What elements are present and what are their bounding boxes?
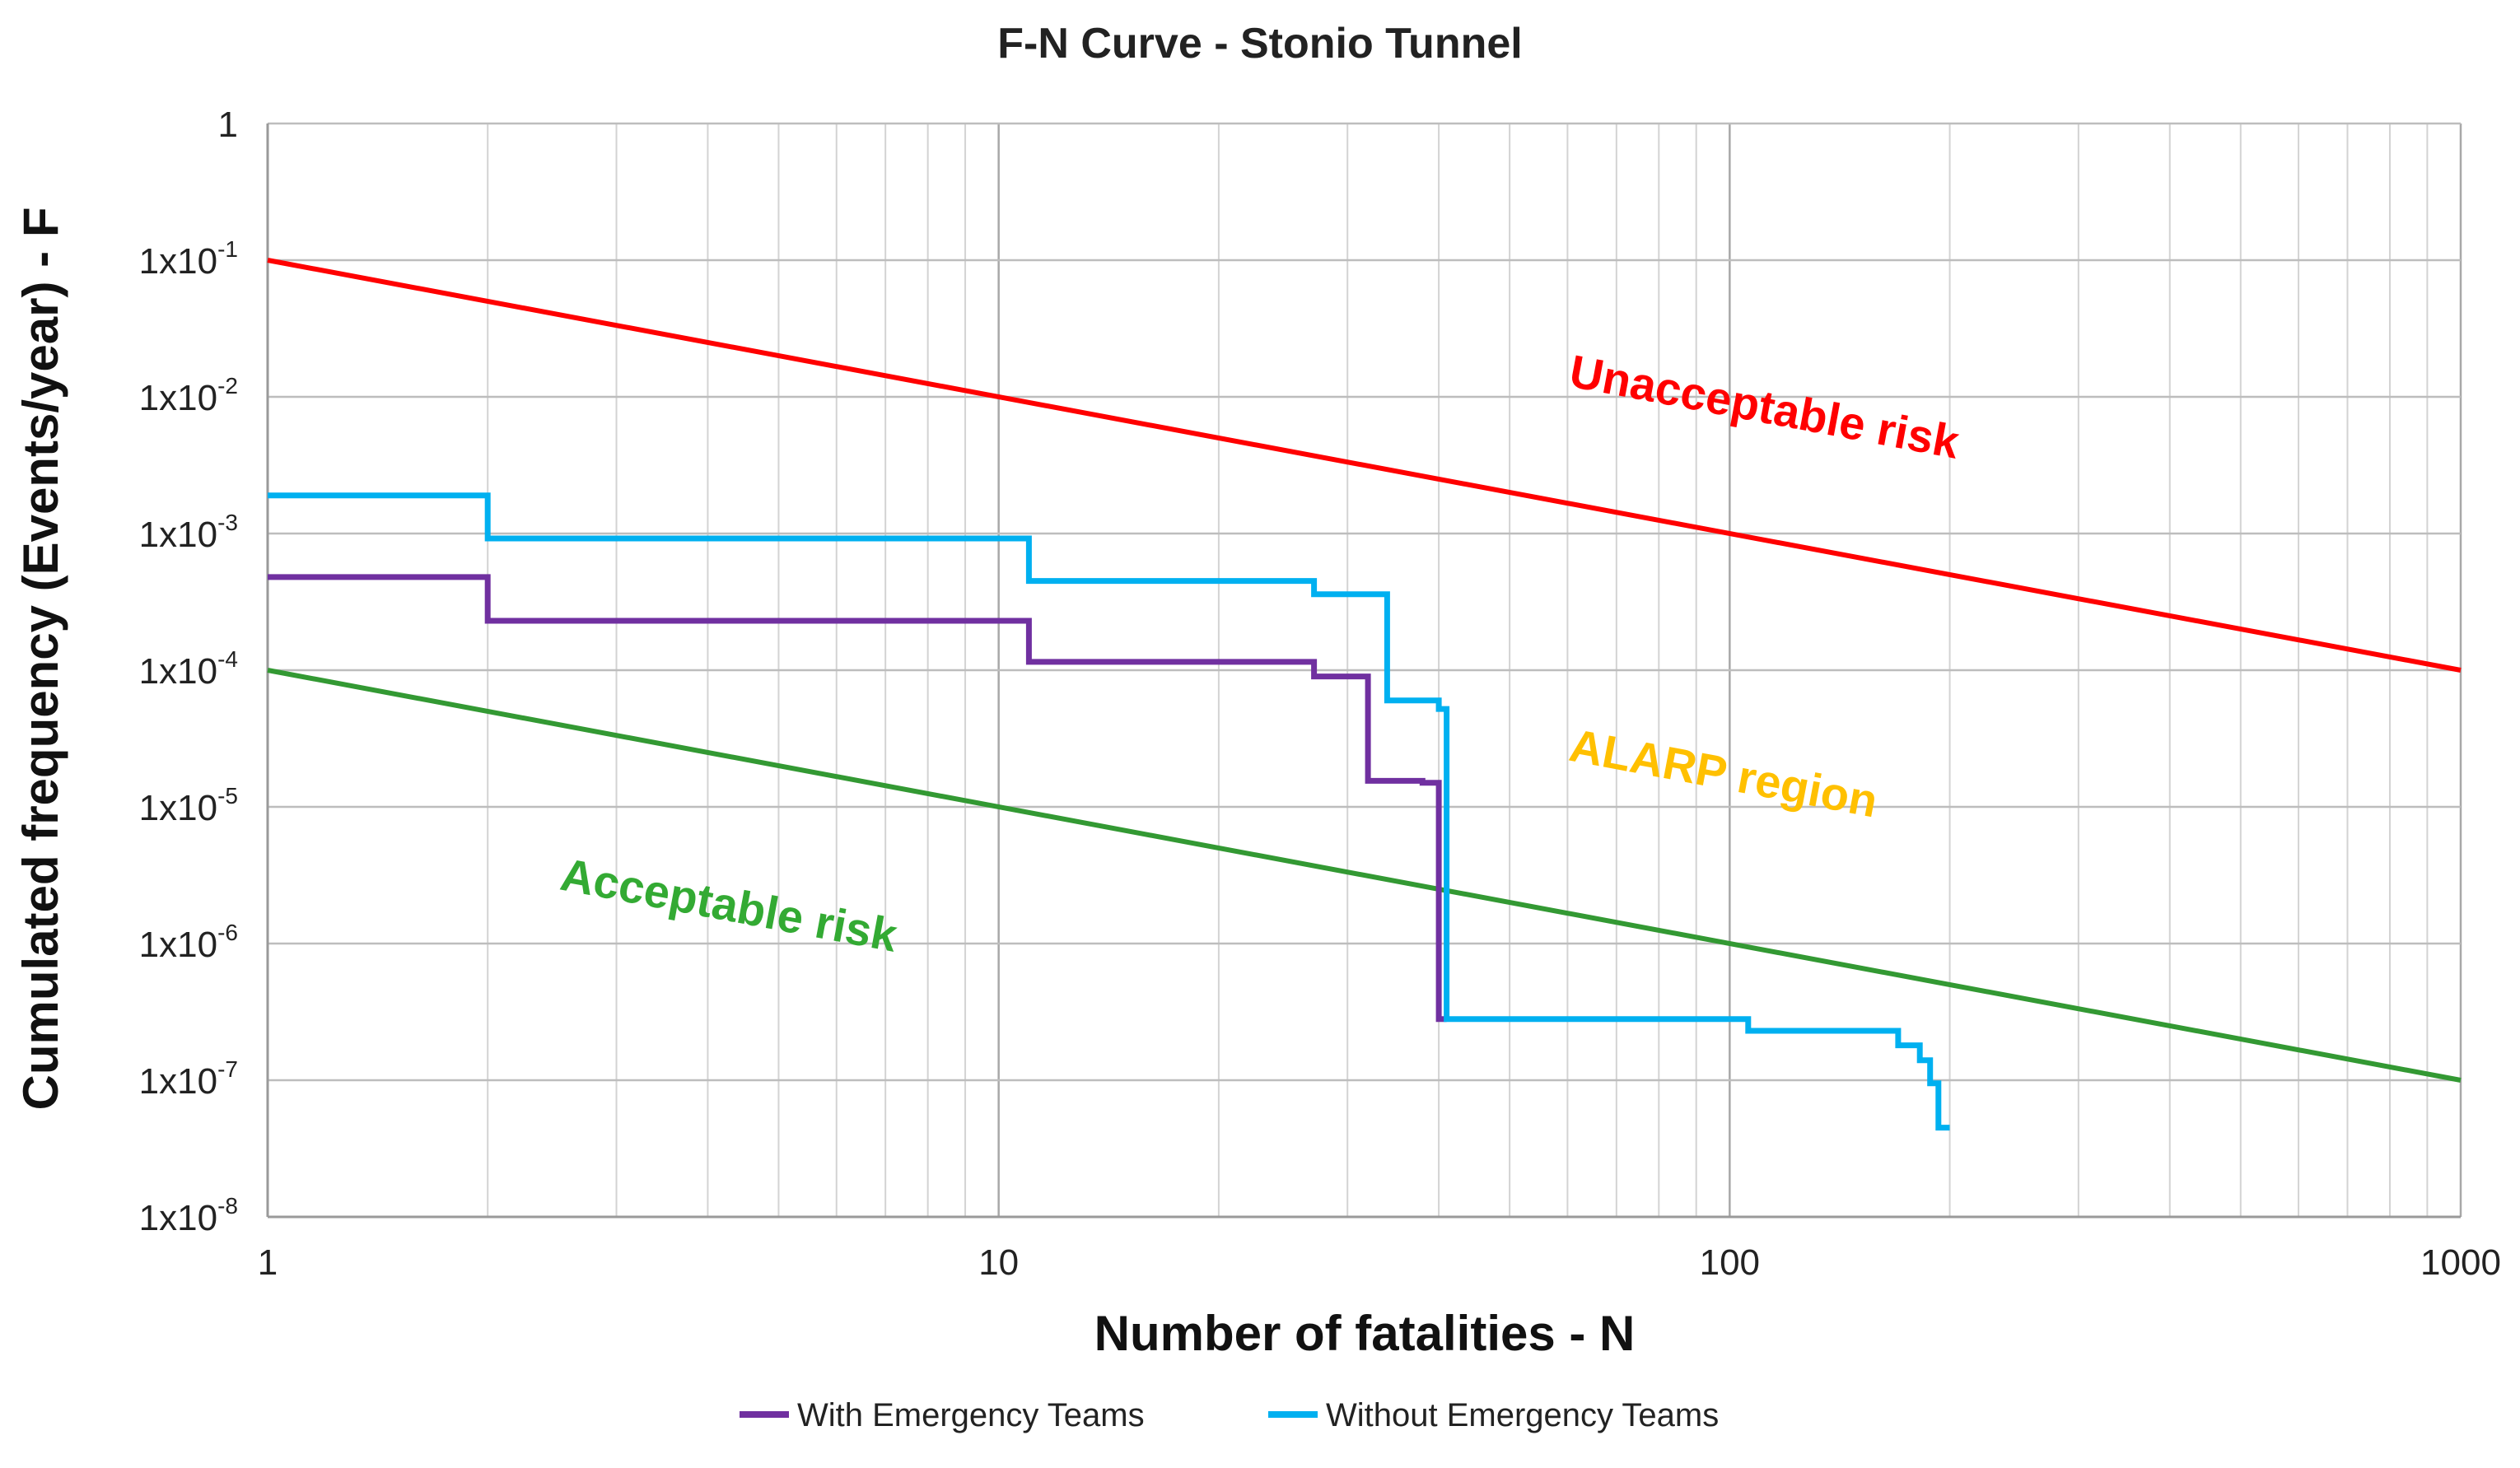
x-tick-label: 10 [978,1242,1019,1283]
legend-label-with-teams: With Emergency Teams [797,1397,1145,1433]
y-tick-label: 1x10-2 [139,373,238,418]
y-tick-label: 1x10-7 [139,1056,238,1102]
y-tick-base: 1x10 [139,515,217,555]
acceptable-limit-line [267,668,2462,1083]
x-tick-label: 1000 [2420,1242,2501,1283]
x-tick-labels: 1 10 100 1000 [258,1242,2501,1283]
y-tick-base: 1x10 [139,925,217,965]
y-tick-label: 1x10-1 [139,236,238,282]
y-tick-base: 1x10 [139,788,217,828]
y-tick-label: 1x10-4 [139,646,238,692]
y-tick-exponent: -3 [217,510,238,535]
y-tick-exponent: -8 [217,1193,238,1219]
y-tick-base: 1x10 [139,1198,217,1238]
y-tick-label: 1x10-6 [139,920,238,965]
y-tick-base: 1x10 [139,241,217,282]
unacceptable-limit-line [267,258,2462,673]
y-tick-label: 1x10-3 [139,510,238,555]
y-tick-exponent: -2 [217,373,238,398]
x-tick-label: 100 [1700,1242,1760,1283]
y-tick-exponent: -7 [217,1056,238,1082]
legend: With Emergency Teams Without Emergency Te… [740,1397,1719,1433]
y-tick-label: 1 [218,105,238,145]
x-tick-label: 1 [258,1242,278,1283]
y-axis-title: Cumulated frequency (Events/year) - F [13,207,68,1111]
y-tick-exponent: -5 [217,783,238,809]
legend-label-without-teams: Without Emergency Teams [1326,1397,1719,1433]
y-tick-label: 1x10-8 [139,1193,238,1238]
y-tick-label: 1x10-5 [139,783,238,828]
y-tick-base: 1x10 [139,651,217,692]
series-with-emergency-teams [268,574,1447,1023]
criteria-lines [267,258,2462,1083]
series-lines [268,492,1950,1131]
y-tick-exponent: -6 [217,920,238,945]
y-tick-exponent: -4 [217,646,238,672]
y-tick-labels: 11x10-11x10-21x10-31x10-41x10-51x10-61x1… [139,105,238,1238]
y-tick-base: 1 [218,105,238,145]
chart-title: F-N Curve - Stonio Tunnel [997,20,1522,68]
x-axis-title: Number of fatalities - N [1094,1306,1636,1361]
series-without-emergency-teams [268,492,1950,1131]
y-tick-base: 1x10 [139,1061,217,1102]
y-tick-base: 1x10 [139,378,217,418]
y-tick-exponent: -1 [217,236,238,262]
